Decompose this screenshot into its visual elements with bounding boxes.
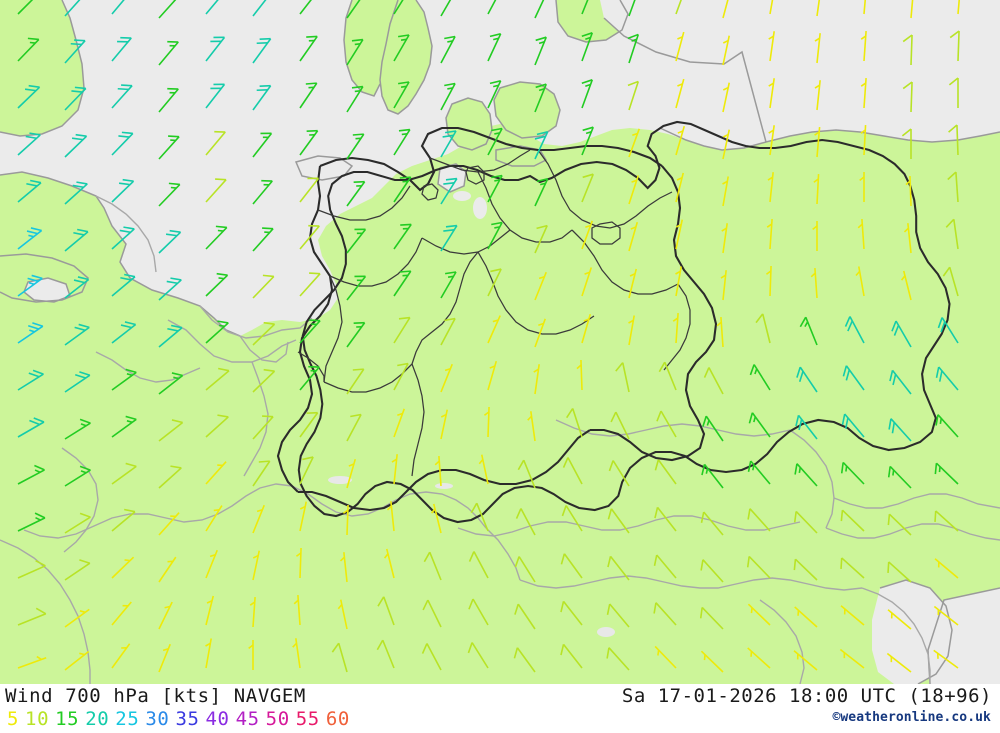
legend-value-15: 15 [55, 708, 80, 730]
state-border-bremen [421, 183, 439, 201]
border-czech-e [789, 429, 835, 529]
lake-small-2 [473, 197, 487, 219]
germany-south [298, 429, 591, 512]
legend-value-55: 55 [295, 708, 320, 730]
state-border-sh-ni [429, 149, 531, 173]
border-netherlands-grey [95, 195, 157, 273]
legend-value-30: 30 [145, 708, 170, 730]
lake-constance [328, 476, 352, 484]
legend-value-45: 45 [235, 708, 260, 730]
legend-value-25: 25 [115, 708, 140, 730]
lake-chiemsee [435, 483, 453, 489]
land-continental [0, 124, 1000, 684]
border-switzerland-n [95, 351, 201, 383]
valid-time-label: Sa 17-01-2026 18:00 UTC (18+96) [621, 685, 992, 707]
state-border-bw-by [411, 363, 425, 477]
map-canvas[interactable] [0, 0, 1000, 684]
coast-jutland-w [343, 0, 381, 97]
footer-bar: Wind 700 hPa [kts] NAVGEM 5 10 15 20 25 30 35 4… [0, 684, 1000, 733]
coast-ijsselmeer [437, 163, 467, 193]
border-austria-italy [291, 485, 487, 529]
land-jutland-west [344, 0, 398, 96]
legend-value-20: 20 [85, 708, 110, 730]
lake-small-1 [453, 191, 471, 201]
state-border-he-rp [323, 275, 343, 383]
border-switzerland-w [61, 447, 99, 553]
coast-jutland-e [379, 0, 433, 115]
legend-value-5: 5 [7, 708, 20, 730]
coast-lolland [495, 145, 548, 167]
legend-value-60: 60 [325, 708, 350, 730]
legend-value-50: 50 [265, 708, 290, 730]
lake-alpine-3 [597, 627, 615, 637]
border-poland-s [825, 523, 1000, 541]
state-border-sachsen-sn [663, 283, 691, 371]
land-fyn [446, 98, 492, 150]
legend-value-35: 35 [175, 708, 200, 730]
border-hungary-w [861, 587, 931, 684]
map-title: Wind 700 hPa [kts] NAVGEM [5, 685, 306, 707]
state-border-he-by [411, 251, 479, 365]
border-italy-n [485, 527, 521, 581]
wind-speed-legend: 5 10 15 20 25 30 35 40 45 50 55 60 [7, 708, 350, 730]
border-luxembourg [239, 335, 289, 363]
sea-inlet-wadden [296, 156, 352, 180]
border-france-east [167, 319, 297, 363]
coast-wadden [294, 155, 354, 181]
copyright-label: ©weatheronline.co.uk [832, 710, 991, 725]
coast-sweden [555, 0, 629, 43]
border-czech-slovakia [833, 493, 1000, 509]
coast-continental-nw [0, 171, 241, 337]
legend-value-40: 40 [205, 708, 230, 730]
border-austria-s [519, 575, 863, 591]
legend-value-10: 10 [25, 708, 50, 730]
state-border-hamburg [465, 165, 485, 185]
geography-layer [0, 0, 1000, 684]
germany-north-coast [319, 126, 663, 192]
